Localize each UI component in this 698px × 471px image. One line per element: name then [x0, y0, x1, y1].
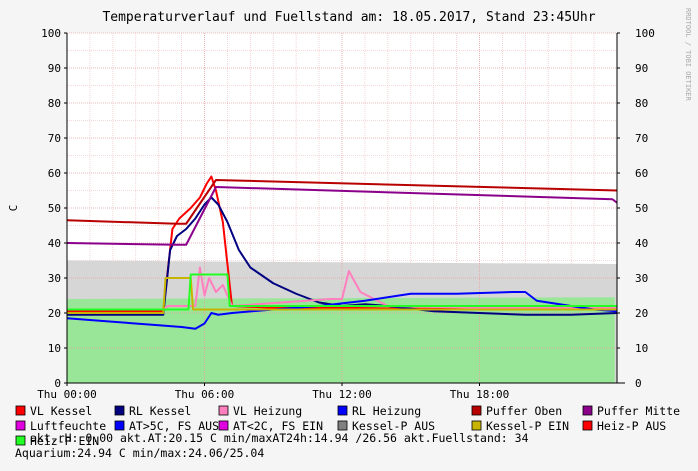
legend-swatch: [15, 405, 26, 416]
series-line-rl-heizung: [66, 291, 618, 330]
legend-label: Luftfeuchte: [30, 419, 106, 433]
legend-label: Heiz-P AUS: [597, 419, 666, 433]
legend-swatch: [15, 420, 26, 431]
y-tick-label-left: 0: [54, 377, 61, 390]
chart-title: Temperaturverlauf und Fuellstand am: 18.…: [102, 10, 595, 25]
y-tick-label-right: 90: [635, 62, 648, 75]
y-tick-label-right: 10: [635, 342, 648, 355]
legend-label: RL Kessel: [129, 404, 191, 418]
y-tick-label-right: 20: [635, 307, 648, 320]
legend-swatch: [582, 420, 593, 431]
series-line-heiz-p-ein: [67, 273, 617, 311]
legend-label: VL Kessel: [30, 404, 92, 418]
legend-label: Kessel-P AUS: [352, 419, 435, 433]
status-line-1: akt.rH: 0.00 akt.AT:20.15 C min/maxAT24h…: [30, 431, 529, 445]
y-tick-label-left: 30: [48, 272, 61, 285]
series-line-kessel-p-ein: [67, 277, 617, 314]
y-tick-label-left: 20: [48, 307, 61, 320]
legend-swatch: [218, 420, 229, 431]
series-line-vl-heizung: [67, 266, 617, 311]
legend-swatch: [337, 405, 348, 416]
legend-swatch: [114, 420, 125, 431]
y-tick-label-left: 50: [48, 202, 61, 215]
y-tick-label-left: 90: [48, 62, 61, 75]
y-tick-label-left: 10: [48, 342, 61, 355]
legend-label: VL Heizung: [233, 404, 302, 418]
y-tick-label-right: 70: [635, 132, 648, 145]
x-tick-label: Thu 12:00: [312, 388, 372, 401]
y-axis-label: C: [7, 205, 20, 212]
y-tick-label-right: 40: [635, 237, 648, 250]
x-tick-label: Thu 00:00: [37, 388, 97, 401]
legend-label: RL Heizung: [352, 404, 421, 418]
legend-label: Heiz-P EIN: [30, 434, 99, 448]
y-tick-label-right: 80: [635, 97, 648, 110]
y-tick-label-right: 100: [635, 27, 655, 40]
legend-swatch: [15, 435, 26, 446]
legend: VL Kessel RL Kessel VL Heizung RL Heizung Pu…: [15, 404, 680, 448]
legend-label: Puffer Mitte: [597, 404, 680, 418]
x-tick-label: Thu 06:00: [175, 388, 235, 401]
legend-swatch: [471, 405, 482, 416]
y-tick-label-left: 100: [41, 27, 61, 40]
legend-label: Puffer Oben: [486, 404, 562, 418]
legend-swatch: [582, 405, 593, 416]
y-tick-label-left: 40: [48, 237, 61, 250]
series-area-fuellstand: [67, 297, 615, 383]
y-tick-label-right: 50: [635, 202, 648, 215]
series-line-puffer-oben: [66, 179, 618, 225]
y-tick-label-left: 60: [48, 167, 61, 180]
series-line-rl-kessel: [67, 196, 618, 316]
watermark: RRDTOOL / TOBI OETIKER: [684, 8, 692, 102]
legend-swatch: [114, 405, 125, 416]
series-line-puffer-mitte: [66, 186, 618, 246]
legend-label: AT<2C, FS EIN: [233, 419, 323, 433]
y-tick-label-left: 80: [48, 97, 61, 110]
legend-swatch: [337, 420, 348, 431]
y-tick-label-left: 70: [48, 132, 61, 145]
status-line-2: Aquarium:24.94 C min/max:24.06/25.04: [15, 446, 264, 460]
plot-area: 0 0 10 10 20 20 30 30 40 40 50 50 60 60 70 70 80 80 90 90 10…: [37, 27, 655, 401]
legend-swatch: [471, 420, 482, 431]
x-tick-label: Thu 18:00: [450, 388, 510, 401]
legend-swatch: [218, 405, 229, 416]
y-tick-label-right: 0: [635, 377, 642, 390]
legend-label: AT>5C, FS AUS: [129, 419, 219, 433]
y-tick-label-right: 30: [635, 272, 648, 285]
legend-label: Kessel-P EIN: [486, 419, 569, 433]
y-tick-label-right: 60: [635, 167, 648, 180]
